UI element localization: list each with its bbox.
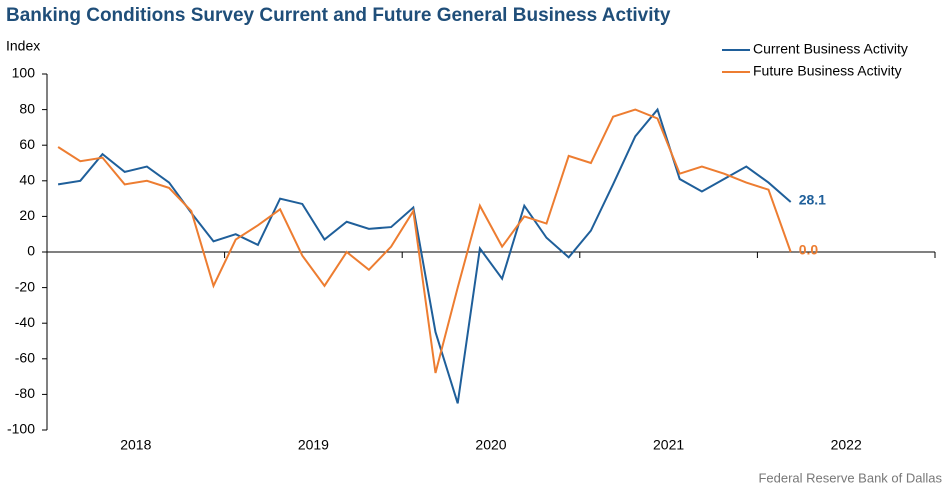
y-tick-label: 0: [27, 243, 35, 259]
x-tick-label: 2020: [475, 437, 506, 453]
chart-title: Banking Conditions Survey Current and Fu…: [6, 5, 671, 26]
data-label: 0.0: [799, 242, 819, 258]
y-tick-label: 80: [19, 100, 35, 116]
y-tick-label: -20: [15, 278, 35, 294]
y-tick-label: 100: [12, 65, 36, 81]
y-tick-label: 20: [19, 207, 35, 223]
x-tick-label: 2022: [831, 437, 862, 453]
data-label: 28.1: [799, 192, 826, 208]
series-line: [57, 108, 792, 374]
y-tick-label: -80: [15, 385, 35, 401]
y-tick-label: -100: [7, 421, 35, 437]
y-tick-label: 60: [19, 136, 35, 152]
series-line: [57, 107, 792, 404]
y-tick-label: 40: [19, 172, 35, 188]
y-tick-label: -40: [15, 314, 35, 330]
x-tick-label: 2019: [298, 437, 329, 453]
x-tick-label: 2021: [653, 437, 684, 453]
y-axis-label: Index: [6, 38, 40, 54]
legend-label: Future Business Activity: [753, 63, 902, 79]
y-tick-label: -60: [15, 350, 35, 366]
x-tick-label: 2018: [120, 437, 151, 453]
source: Federal Reserve Bank of Dallas: [758, 470, 942, 485]
legend-label: Current Business Activity: [753, 41, 908, 57]
